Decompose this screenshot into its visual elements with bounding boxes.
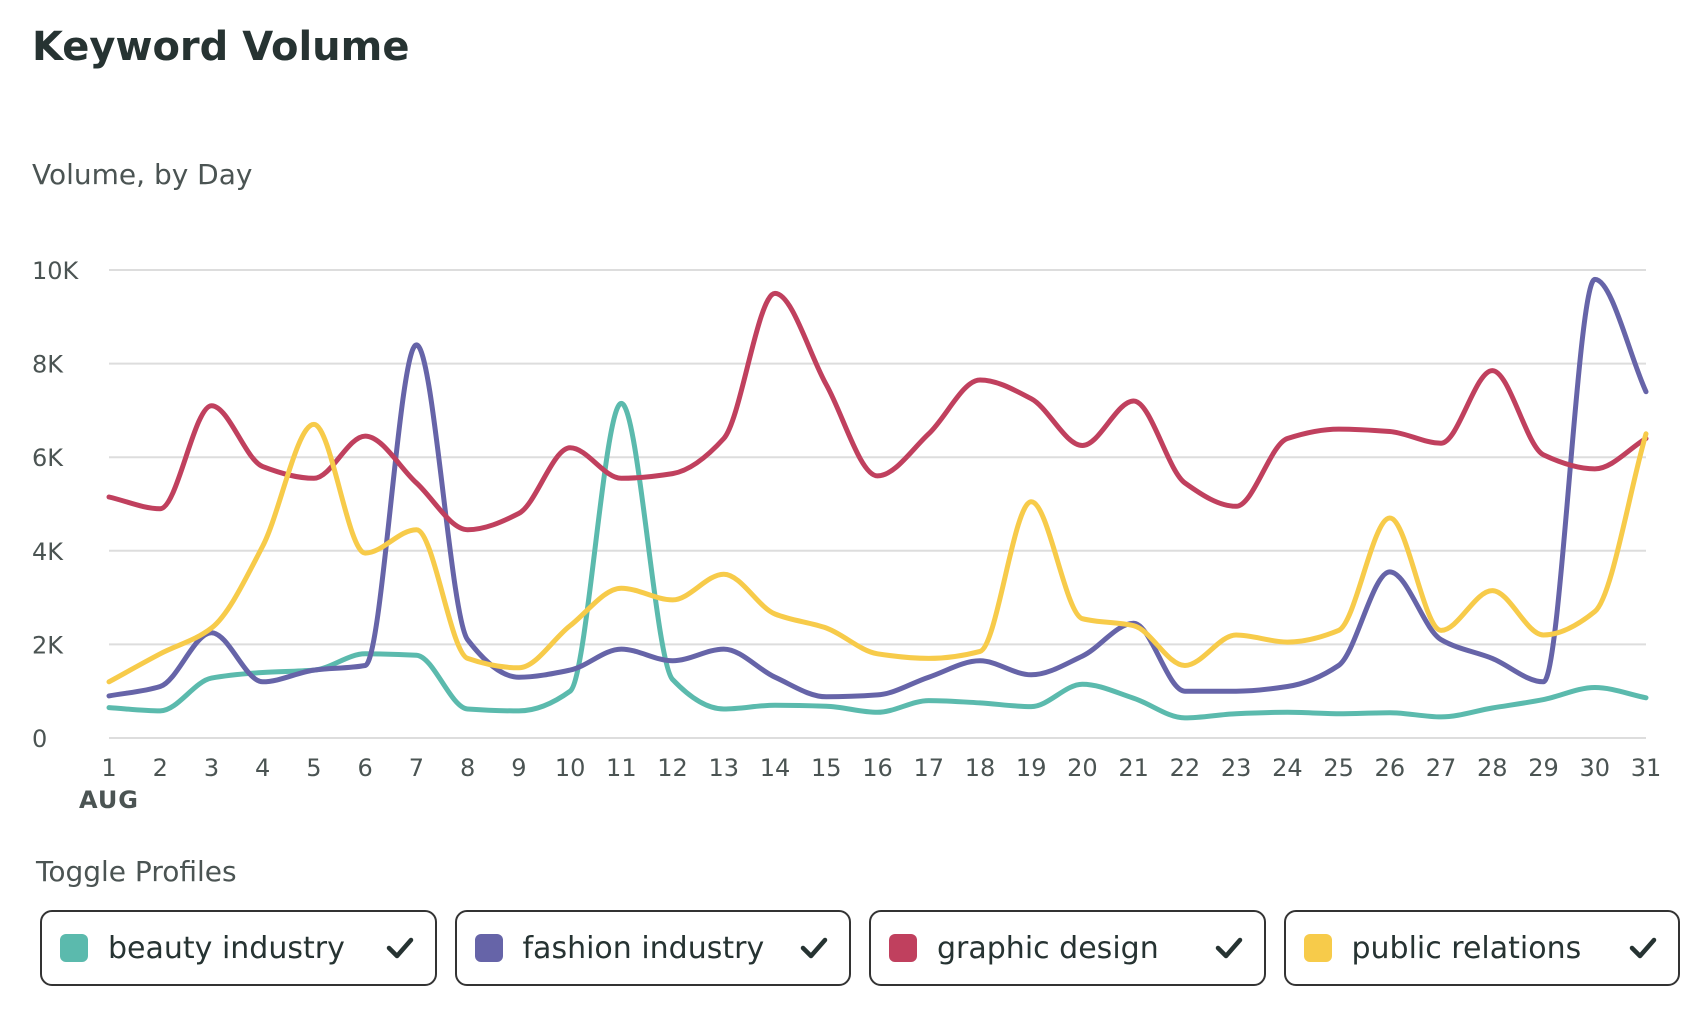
x-tick-label: 23 bbox=[1221, 754, 1252, 782]
x-tick-label: 25 bbox=[1323, 754, 1354, 782]
y-tick-label: 2K bbox=[32, 631, 64, 659]
x-tick-label: 6 bbox=[358, 754, 373, 782]
x-tick-label: 2 bbox=[153, 754, 168, 782]
beauty-industry-color-swatch bbox=[60, 934, 88, 962]
x-tick-label: 7 bbox=[409, 754, 424, 782]
x-tick-label: 24 bbox=[1272, 754, 1303, 782]
toggle-label: graphic design bbox=[937, 930, 1159, 966]
checkmark-icon bbox=[1215, 937, 1242, 959]
x-tick-label: 30 bbox=[1579, 754, 1610, 782]
x-tick-label: 4 bbox=[255, 754, 270, 782]
page-title: Keyword Volume bbox=[32, 24, 410, 70]
series-line-fashion-industry bbox=[106, 276, 1649, 700]
x-tick-label: 17 bbox=[913, 754, 944, 782]
series-line-beauty-industry bbox=[106, 400, 1649, 721]
public-relations-color-swatch bbox=[1303, 934, 1332, 962]
x-tick-label: 14 bbox=[760, 754, 791, 782]
series-line-public-relations bbox=[106, 421, 1649, 685]
x-tick-label: 5 bbox=[306, 754, 321, 782]
chart-subtitle: Volume, by Day bbox=[32, 158, 253, 191]
checkmark-icon bbox=[800, 937, 828, 959]
x-tick-label: 11 bbox=[606, 754, 637, 782]
x-tick-label: 20 bbox=[1067, 754, 1098, 782]
y-tick-label: 6K bbox=[32, 444, 64, 472]
x-tick-label: 13 bbox=[709, 754, 740, 782]
y-tick-label: 10K bbox=[32, 257, 80, 285]
checkmark-icon bbox=[386, 937, 413, 959]
x-tick-label: 15 bbox=[811, 754, 842, 782]
y-tick-label: 0 bbox=[32, 725, 47, 753]
x-axis: 1 2 3 4 5 6 7 8 9 10 11 12 13 14 15 16 17 18 19 20 21 22 23 24 2… bbox=[79, 754, 1661, 814]
x-tick-label: 31 bbox=[1631, 754, 1662, 782]
x-tick-label: 8 bbox=[460, 754, 475, 782]
x-tick-label: 27 bbox=[1426, 754, 1457, 782]
toggle-label: fashion industry bbox=[522, 930, 765, 966]
x-tick-label: 22 bbox=[1170, 754, 1201, 782]
profile-toggles: beauty industry fashion industry graphic… bbox=[40, 910, 1680, 986]
chart-series bbox=[106, 276, 1649, 721]
toggle-profiles-title: Toggle Profiles bbox=[36, 855, 237, 888]
x-tick-label: 12 bbox=[657, 754, 688, 782]
x-tick-label: 10 bbox=[555, 754, 586, 782]
x-tick-label: 19 bbox=[1016, 754, 1047, 782]
checkmark-icon bbox=[1629, 937, 1657, 959]
toggle-label: public relations bbox=[1351, 930, 1582, 966]
graphic-design-color-swatch bbox=[889, 934, 917, 962]
fashion-industry-color-swatch bbox=[474, 934, 503, 962]
y-tick-label: 8K bbox=[32, 351, 64, 379]
x-axis-month-label: AUG bbox=[79, 786, 139, 814]
x-tick-label: 29 bbox=[1528, 754, 1559, 782]
chart-grid bbox=[109, 269, 1646, 739]
x-tick-label: 1 bbox=[101, 754, 116, 782]
toggle-graphic-design[interactable]: graphic design bbox=[869, 910, 1266, 986]
toggle-beauty-industry[interactable]: beauty industry bbox=[40, 910, 437, 986]
x-tick-label: 16 bbox=[862, 754, 893, 782]
toggle-public-relations[interactable]: public relations bbox=[1283, 910, 1680, 986]
x-tick-label: 3 bbox=[204, 754, 219, 782]
x-tick-label: 28 bbox=[1477, 754, 1508, 782]
toggle-fashion-industry[interactable]: fashion industry bbox=[454, 910, 851, 986]
x-tick-label: 21 bbox=[1118, 754, 1149, 782]
x-tick-label: 18 bbox=[965, 754, 996, 782]
series-line-graphic-design bbox=[106, 290, 1649, 533]
y-axis: 0 2K 4K 6K 8K 10K bbox=[32, 257, 80, 753]
x-tick-label: 26 bbox=[1375, 754, 1406, 782]
x-tick-label: 9 bbox=[511, 754, 526, 782]
toggle-label: beauty industry bbox=[108, 930, 345, 966]
y-tick-label: 4K bbox=[32, 538, 64, 566]
